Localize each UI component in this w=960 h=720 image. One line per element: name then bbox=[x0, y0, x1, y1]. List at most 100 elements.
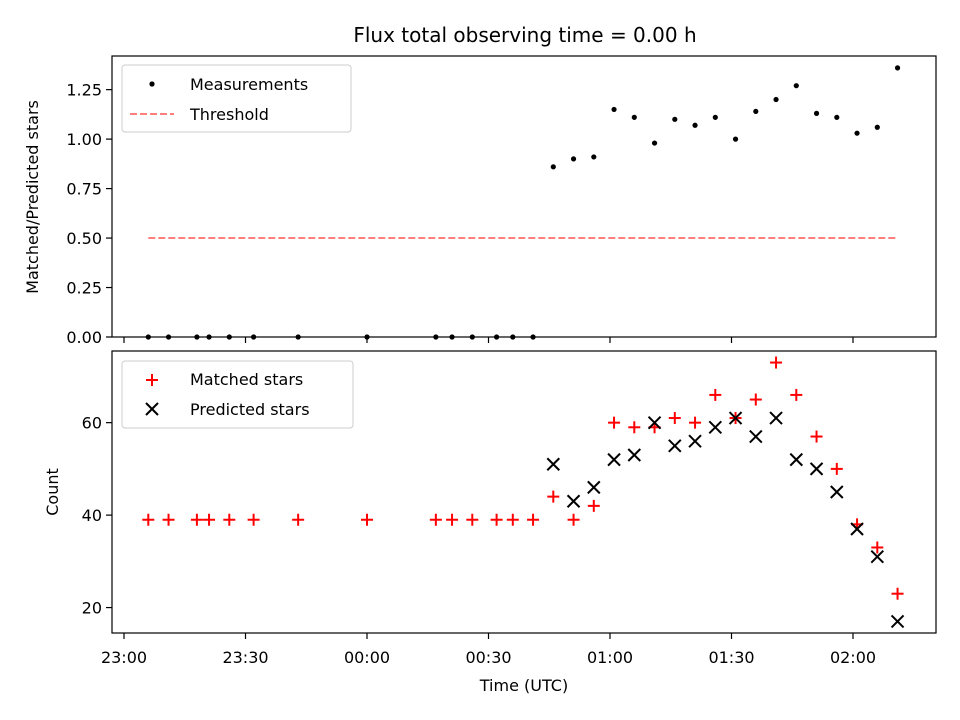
matched-star-point bbox=[608, 416, 621, 429]
bottom-legend-box bbox=[121, 360, 354, 429]
predicted-star-point bbox=[647, 415, 662, 430]
bottom-legend: Matched stars Predicted stars bbox=[121, 360, 354, 429]
bottom-y-axis-label: Count bbox=[43, 468, 62, 516]
x-tick-label: 02:00 bbox=[830, 648, 876, 667]
x-axis-label: Time (UTC) bbox=[479, 676, 568, 695]
legend-matched-marker bbox=[146, 374, 158, 386]
matched-star-point bbox=[203, 513, 216, 526]
matched-star-point bbox=[162, 513, 175, 526]
matched-star-point bbox=[668, 412, 681, 425]
matched-star-point bbox=[790, 388, 803, 401]
chart-title: Flux total observing time = 0.00 h bbox=[353, 23, 696, 47]
matched-star-point bbox=[292, 513, 305, 526]
predicted-star-point bbox=[809, 462, 824, 476]
predicted-star-point bbox=[769, 411, 783, 425]
top-y-tick-label: 1.25 bbox=[66, 81, 102, 100]
measurement-point bbox=[672, 116, 678, 122]
matched-star-point bbox=[770, 356, 783, 369]
top-y-tick-label: 0.50 bbox=[66, 229, 102, 248]
measurement-point bbox=[732, 136, 739, 142]
top-y-axis-label: Matched/Predicted stars bbox=[23, 100, 42, 294]
measurement-point bbox=[631, 114, 637, 120]
measurement-point bbox=[773, 96, 779, 103]
matched-star-point bbox=[223, 513, 236, 526]
matched-star-point bbox=[547, 490, 560, 503]
predicted-star-point bbox=[668, 439, 682, 453]
legend-predicted-marker bbox=[145, 402, 159, 416]
measurement-point bbox=[894, 65, 901, 71]
matched-star-point bbox=[142, 513, 155, 526]
top-y-tick-label: 0.75 bbox=[66, 180, 102, 199]
predicted-star-point bbox=[789, 452, 804, 467]
top-y-tick-label: 1.00 bbox=[66, 130, 102, 149]
matched-star-point bbox=[490, 513, 503, 526]
x-tick-label: 00:00 bbox=[344, 648, 390, 667]
measurement-point bbox=[591, 154, 597, 160]
predicted-star-point bbox=[688, 434, 702, 448]
top-panel: 0.00 0.25 0.50 0.75 1.00 1.25 Matched/Predict… bbox=[23, 55, 937, 347]
measurement-point bbox=[712, 114, 718, 120]
predicted-star-point bbox=[728, 411, 743, 425]
top-legend-box bbox=[121, 64, 352, 133]
predicted-star-point bbox=[870, 550, 885, 564]
legend-threshold-label: Threshold bbox=[189, 105, 269, 124]
measurement-point bbox=[692, 122, 698, 128]
legend-measurements-marker bbox=[149, 81, 155, 87]
legend-matched-label: Matched stars bbox=[190, 370, 303, 389]
predicted-star-point bbox=[546, 457, 561, 471]
matched-star-point bbox=[749, 393, 762, 406]
matched-star-point bbox=[527, 513, 540, 526]
predicted-star-point bbox=[890, 614, 905, 629]
measurement-point bbox=[854, 130, 860, 136]
bottom-plot-frame bbox=[111, 350, 937, 634]
matched-star-point bbox=[190, 513, 203, 526]
x-tick-label: 23:30 bbox=[222, 648, 268, 667]
predicted-star-point bbox=[566, 494, 581, 508]
matched-star-point bbox=[567, 513, 580, 526]
bottom-y-tick-label: 20 bbox=[82, 599, 102, 618]
measurement-point bbox=[834, 114, 840, 120]
matched-star-point bbox=[830, 462, 843, 475]
measurement-point bbox=[813, 110, 820, 116]
matched-star-point bbox=[891, 587, 904, 600]
matched-star-point bbox=[587, 499, 600, 512]
matched-star-point bbox=[810, 430, 823, 443]
matched-star-point bbox=[361, 513, 373, 526]
x-tick-label: 00:30 bbox=[465, 648, 511, 667]
x-tick-label: 01:30 bbox=[708, 648, 754, 667]
x-tick-label: 23:00 bbox=[101, 648, 147, 667]
measurement-point bbox=[550, 164, 556, 170]
predicted-star-point bbox=[830, 485, 844, 499]
matched-star-point bbox=[506, 513, 519, 526]
matched-star-point bbox=[628, 421, 641, 434]
matched-star-point bbox=[466, 513, 479, 526]
measurement-point bbox=[793, 83, 799, 89]
predicted-star-point bbox=[749, 429, 763, 444]
x-tick-label: 01:00 bbox=[587, 648, 633, 667]
top-y-tick-label: 0.25 bbox=[66, 279, 102, 298]
top-legend: Measurements Threshold bbox=[121, 64, 352, 133]
matched-star-point bbox=[446, 513, 459, 526]
measurement-point bbox=[570, 156, 577, 162]
matched-star-point bbox=[429, 513, 442, 526]
matched-star-point bbox=[689, 416, 702, 429]
bottom-panel: 20 40 60 23:00 23:30 00:00 00:30 01:00 01:30 02:… bbox=[43, 350, 937, 695]
measurement-point bbox=[611, 106, 617, 113]
predicted-star-point bbox=[627, 448, 642, 462]
legend-measurements-label: Measurements bbox=[190, 75, 308, 94]
measurement-point bbox=[651, 140, 658, 146]
predicted-star-point bbox=[587, 480, 601, 495]
top-plot-frame bbox=[111, 55, 937, 338]
predicted-star-point bbox=[850, 522, 864, 536]
top-y-tick-label: 0.00 bbox=[66, 328, 102, 347]
measurement-point bbox=[874, 124, 880, 130]
predicted-star-point bbox=[708, 420, 723, 434]
matched-star-point bbox=[247, 513, 260, 526]
legend-predicted-label: Predicted stars bbox=[190, 400, 310, 419]
predicted-star-point bbox=[607, 452, 621, 467]
measurement-point bbox=[753, 108, 759, 115]
bottom-y-tick-label: 60 bbox=[82, 414, 102, 433]
matched-star-point bbox=[871, 541, 884, 554]
bottom-y-tick-label: 40 bbox=[82, 506, 102, 525]
